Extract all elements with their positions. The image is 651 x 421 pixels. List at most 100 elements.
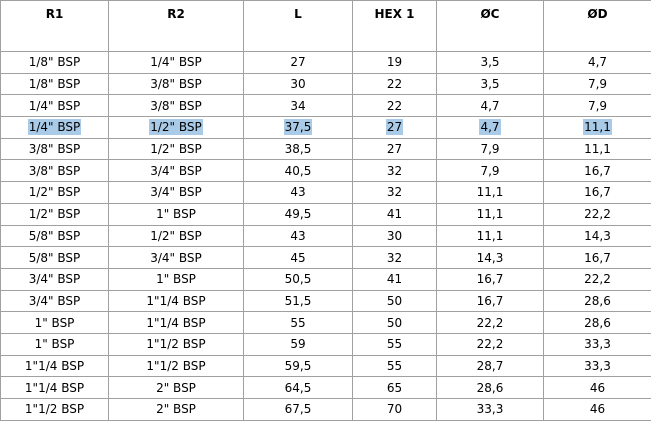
cell-text: 4,7 — [479, 119, 501, 136]
table-row: 1" BSP 1"1/2 BSP 59 55 22,2 33,3 — [0, 332, 651, 356]
cell-text: 40,5 — [284, 163, 312, 178]
cell-text: 1" BSP — [156, 272, 196, 287]
table-row: 1"1/4 BSP 2" BSP 64,5 65 28,6 46 — [0, 376, 651, 399]
cell-text: 11,1 — [583, 119, 612, 136]
table-cell: 16,7 — [543, 181, 651, 204]
table-cell: 4,7 — [436, 94, 544, 118]
cell-text: 55 — [290, 315, 306, 330]
table-cell: 11,1 — [543, 116, 651, 139]
cell-text: 4,7 — [480, 98, 500, 113]
cell-text: 7,9 — [587, 98, 608, 113]
cell-text: 1"1/2 BSP — [146, 337, 206, 352]
cell-text: 65 — [386, 380, 403, 395]
table-row: 1"1/4 BSP 1"1/2 BSP 59,5 55 28,7 33,3 — [0, 354, 651, 378]
cell-text: 1"1/2 BSP — [146, 358, 206, 373]
cell-text: 1"1/4 BSP — [146, 315, 206, 330]
cell-text: 1" BSP — [34, 315, 75, 330]
table-cell: 11,1 — [436, 181, 544, 204]
cell-text: 3/8" BSP — [28, 142, 81, 157]
cell-text: 70 — [386, 402, 403, 417]
table-cell: 1" BSP — [0, 332, 109, 356]
table-cell: 67,5 — [243, 398, 353, 421]
table-cell: 2" BSP — [108, 376, 244, 399]
table-cell: 7,9 — [543, 94, 651, 118]
table-row: 3/4" BSP 1"1/4 BSP 51,5 50 16,7 28,6 — [0, 289, 651, 313]
table-row: 3/4" BSP 1" BSP 50,5 41 16,7 22,2 — [0, 267, 651, 291]
cell-text: 1/2" BSP — [28, 185, 81, 200]
cell-text: 3/4" BSP — [28, 293, 81, 308]
cell-text: 7,9 — [480, 163, 500, 178]
table-cell: 1"1/4 BSP — [108, 289, 244, 313]
table-cell: 30 — [243, 72, 353, 96]
table-cell: 11,1 — [436, 224, 544, 248]
cell-text: 7,9 — [480, 142, 500, 157]
table-cell: 3/4" BSP — [108, 181, 244, 204]
table-cell: 11,1 — [543, 137, 651, 161]
table-cell: 59 — [243, 332, 353, 356]
cell-text: 22 — [386, 77, 403, 92]
table-row: 1" BSP 1"1/4 BSP 55 50 22,2 28,6 — [0, 311, 651, 334]
cell-text: 11,1 — [476, 185, 504, 200]
table-cell: 1"1/2 BSP — [108, 332, 244, 356]
table-cell: 1/8" BSP — [0, 51, 109, 74]
cell-text: 1/8" BSP — [28, 77, 81, 92]
cell-text: 59,5 — [284, 358, 312, 373]
table-cell: 1/4" BSP — [0, 94, 109, 118]
cell-text: 27 — [290, 55, 306, 70]
table-cell: 32 — [352, 181, 437, 204]
cell-text: 34 — [290, 98, 306, 113]
cell-text: 3,5 — [480, 55, 500, 70]
cell-text: 22,2 — [476, 315, 504, 330]
cell-text: 3/8" BSP — [150, 98, 202, 113]
table-cell: 16,7 — [436, 267, 544, 291]
cell-text: 11,1 — [476, 207, 504, 222]
table-cell: 16,7 — [543, 246, 651, 269]
cell-text: 14,3 — [476, 250, 504, 265]
table-cell: 33,3 — [543, 354, 651, 378]
cell-text: 45 — [290, 250, 306, 265]
cell-text: 50,5 — [284, 272, 312, 287]
cell-text: 3/4" BSP — [150, 250, 202, 265]
cell-text: 30 — [386, 228, 403, 243]
table-cell: 3/4" BSP — [0, 267, 109, 291]
table-cell: 55 — [243, 311, 353, 334]
table-cell: 33,3 — [543, 332, 651, 356]
cell-text: 3/4" BSP — [28, 272, 81, 287]
table-cell: 3/4" BSP — [108, 246, 244, 269]
table-cell: 32 — [352, 246, 437, 269]
table-cell: 1"1/2 BSP — [0, 398, 109, 421]
cell-text: 2" BSP — [156, 402, 196, 417]
table-cell: 1"1/4 BSP — [108, 311, 244, 334]
table-cell: 11,1 — [436, 202, 544, 226]
table-cell: 1" BSP — [108, 202, 244, 226]
cell-text: 37,5 — [283, 119, 313, 136]
cell-text: 32 — [386, 163, 403, 178]
header-row: R1 R2 L HEX 1 ØC ØD — [0, 0, 651, 52]
table-cell: 49,5 — [243, 202, 353, 226]
table-cell: 7,9 — [436, 159, 544, 183]
table-cell: 1/2" BSP — [108, 116, 244, 139]
table-cell: 1/2" BSP — [108, 137, 244, 161]
table-cell: 1/4" BSP — [108, 51, 244, 74]
table-cell: 3/8" BSP — [0, 159, 109, 183]
cell-text: 50 — [386, 315, 403, 330]
table-cell: 65 — [352, 376, 437, 399]
table-cell: 2" BSP — [108, 398, 244, 421]
table-cell: 1/4" BSP — [0, 116, 109, 139]
cell-text: 28,6 — [584, 315, 611, 330]
table-cell: 5/8" BSP — [0, 224, 109, 248]
table-cell: 22,2 — [543, 267, 651, 291]
table-cell: 28,6 — [543, 289, 651, 313]
table-cell: 19 — [352, 51, 437, 74]
table-cell: 27 — [352, 137, 437, 161]
table-cell: 27 — [352, 116, 437, 139]
cell-text: 16,7 — [584, 185, 611, 200]
cell-text: 59 — [290, 337, 306, 352]
table-cell: 28,6 — [543, 311, 651, 334]
cell-text: 1/2" BSP — [150, 228, 202, 243]
cell-text: 1/4" BSP — [28, 98, 81, 113]
table-cell: 14,3 — [436, 246, 544, 269]
table-cell: 4,7 — [436, 116, 544, 139]
table-cell: 7,9 — [436, 137, 544, 161]
cell-text: 4,7 — [587, 55, 608, 70]
